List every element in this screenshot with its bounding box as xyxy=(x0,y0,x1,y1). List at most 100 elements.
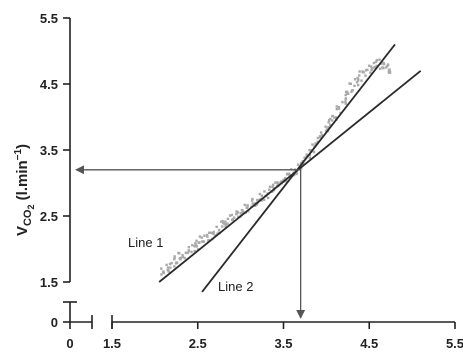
y-tick-label: 5.5 xyxy=(40,11,58,26)
data-point xyxy=(203,234,206,237)
y-label-unit-open: (l.min xyxy=(14,160,31,204)
data-point xyxy=(245,206,249,209)
data-point xyxy=(170,261,173,265)
data-point xyxy=(160,267,163,270)
threshold-guides xyxy=(75,165,306,319)
data-point xyxy=(271,185,274,188)
data-point xyxy=(335,107,339,111)
data-point xyxy=(287,172,291,175)
data-point xyxy=(349,82,352,86)
data-point xyxy=(194,243,197,246)
data-point xyxy=(202,240,206,243)
y-tick-label: 2.5 xyxy=(40,209,58,224)
data-point xyxy=(250,199,254,202)
data-point xyxy=(368,64,371,67)
data-point xyxy=(179,258,182,261)
x-tick-label: 2.5 xyxy=(189,336,207,351)
data-point xyxy=(378,67,382,71)
data-point xyxy=(335,105,338,108)
data-point xyxy=(260,194,264,197)
data-point xyxy=(195,239,198,243)
y-label-sub2: 2 xyxy=(26,205,36,210)
data-point xyxy=(205,233,209,237)
data-point xyxy=(207,239,210,242)
data-point xyxy=(168,262,172,266)
data-point xyxy=(296,163,300,166)
data-point xyxy=(181,253,184,257)
data-point xyxy=(358,74,361,77)
data-point xyxy=(224,225,227,228)
data-point xyxy=(369,71,372,74)
data-point xyxy=(329,123,332,127)
fit-lines xyxy=(158,43,422,293)
data-point xyxy=(190,250,193,254)
data-point xyxy=(361,70,364,73)
data-point xyxy=(337,106,341,109)
data-point xyxy=(381,66,384,69)
scatter-points xyxy=(160,58,392,276)
data-point xyxy=(364,74,367,77)
data-point xyxy=(316,140,319,143)
y-ticks: 0 1.5 2.5 3.5 4.5 5.5 xyxy=(40,11,70,330)
data-point xyxy=(193,249,196,253)
data-point xyxy=(166,266,170,269)
data-point xyxy=(375,64,379,68)
data-point xyxy=(268,188,271,191)
data-point xyxy=(231,218,235,221)
data-point xyxy=(348,82,351,85)
y-label-unit-close: ) xyxy=(14,144,31,149)
data-point xyxy=(221,220,224,223)
data-point xyxy=(173,257,176,260)
data-point xyxy=(327,126,330,129)
data-point xyxy=(252,202,256,205)
data-point xyxy=(337,107,341,110)
data-point xyxy=(191,244,194,247)
data-point xyxy=(193,245,196,248)
data-point xyxy=(228,214,232,217)
data-point xyxy=(387,71,391,74)
data-point xyxy=(366,68,369,71)
data-point xyxy=(200,236,204,239)
data-point xyxy=(198,241,201,244)
data-point xyxy=(243,203,246,207)
data-point xyxy=(224,223,228,226)
x-tick-label: 4.5 xyxy=(360,336,378,351)
data-point xyxy=(212,230,215,234)
data-point xyxy=(239,212,242,215)
data-point xyxy=(327,121,330,124)
x-ticks: 0 1.5 2.5 3.5 4.5 5.5 xyxy=(66,322,463,351)
y-label-main: V xyxy=(14,226,31,236)
data-point xyxy=(370,68,373,72)
data-point xyxy=(253,204,257,207)
data-point xyxy=(241,210,245,214)
data-point xyxy=(301,159,305,163)
data-point xyxy=(179,256,183,260)
data-point xyxy=(175,261,178,264)
data-point xyxy=(385,66,388,69)
y-label-unit-sup: −1 xyxy=(13,149,24,161)
data-point xyxy=(311,143,314,146)
data-point xyxy=(344,90,348,94)
data-point xyxy=(299,161,303,165)
data-point xyxy=(266,196,270,200)
data-point xyxy=(215,225,218,229)
data-point xyxy=(344,98,347,101)
data-point xyxy=(206,235,209,238)
data-point xyxy=(263,190,266,193)
data-point xyxy=(318,135,322,138)
data-point xyxy=(262,198,266,202)
data-point xyxy=(268,185,272,188)
data-point xyxy=(282,178,285,182)
data-point xyxy=(258,192,262,196)
data-point xyxy=(208,231,211,234)
data-point xyxy=(167,269,170,272)
data-point xyxy=(256,198,259,202)
data-point xyxy=(333,116,336,119)
data-point xyxy=(308,153,312,157)
data-point xyxy=(165,263,168,267)
data-point xyxy=(217,228,221,232)
data-point xyxy=(187,245,191,249)
data-point xyxy=(184,251,188,255)
data-point xyxy=(308,148,311,152)
